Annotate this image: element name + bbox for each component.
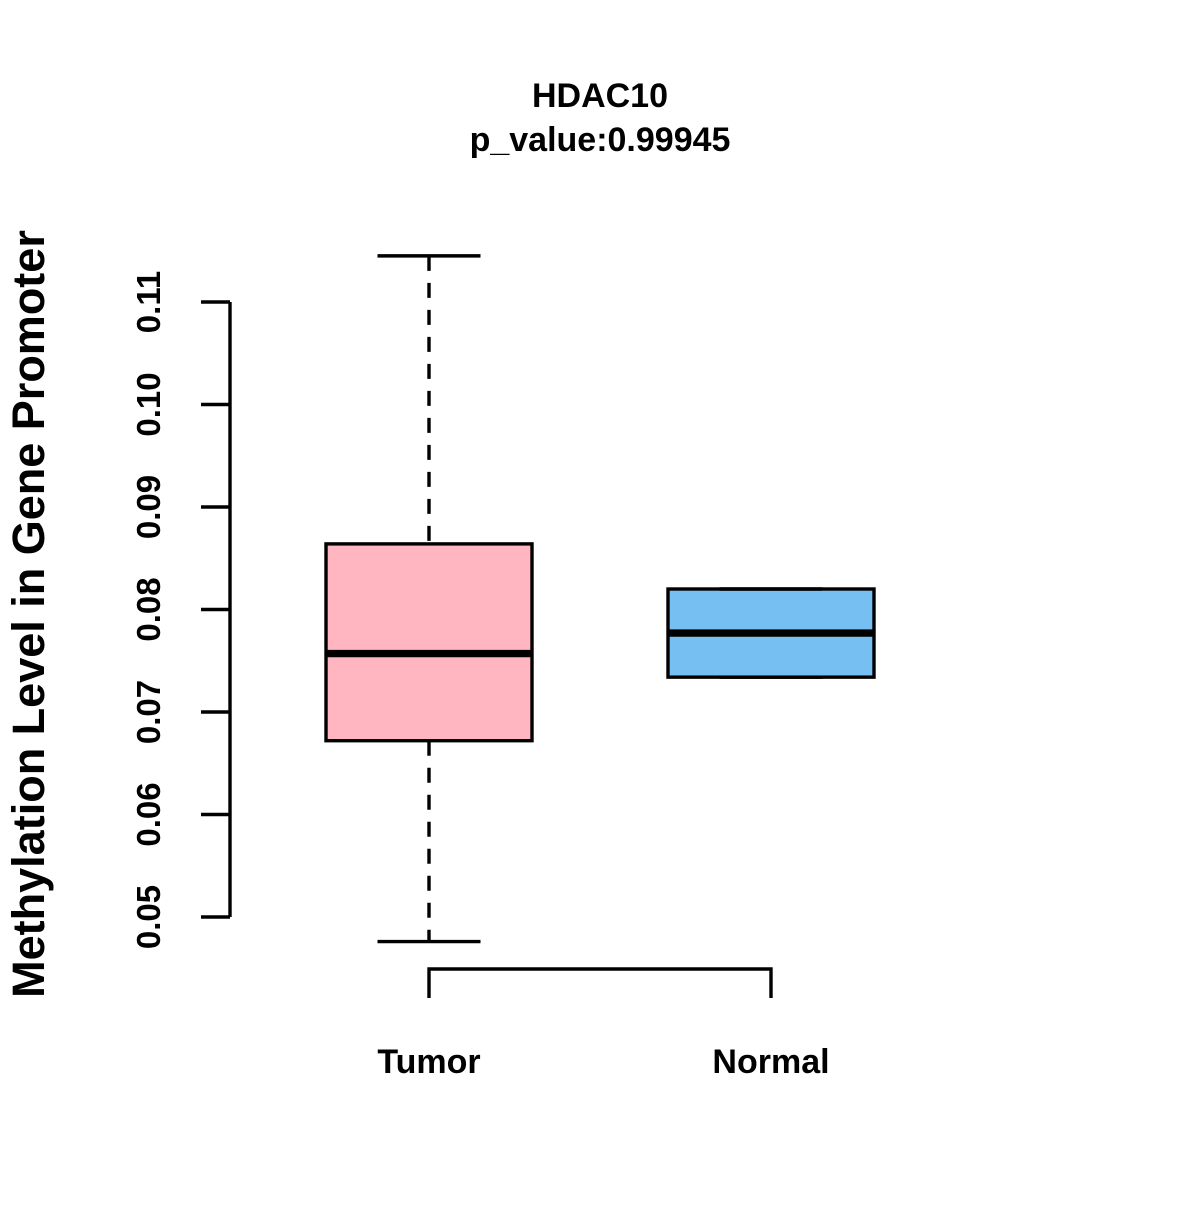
y-axis-label: Methylation Level in Gene Promoter: [3, 230, 54, 998]
y-tick-label: 0.06: [130, 782, 167, 846]
x-category-label-normal: Normal: [712, 1043, 829, 1081]
x-category-label-tumor: Tumor: [377, 1043, 480, 1081]
y-tick-label: 0.05: [130, 885, 167, 949]
plot-area: 0.05 0.06 0.07 0.08 0.09 0.10 0.11 Tumor Normal: [130, 254, 876, 1081]
y-tick-label: 0.09: [130, 475, 167, 539]
box-rect-tumor: [324, 542, 534, 743]
y-tick-label: 0.10: [130, 372, 167, 436]
chart-title: HDAC10: [532, 77, 668, 115]
y-tick-label: 0.07: [130, 680, 167, 744]
y-tick-label: 0.11: [130, 271, 167, 333]
chart-subtitle: p_value:0.99945: [470, 121, 731, 159]
x-axis-bracket: [427, 967, 773, 998]
y-tick-label: 0.08: [130, 577, 167, 641]
